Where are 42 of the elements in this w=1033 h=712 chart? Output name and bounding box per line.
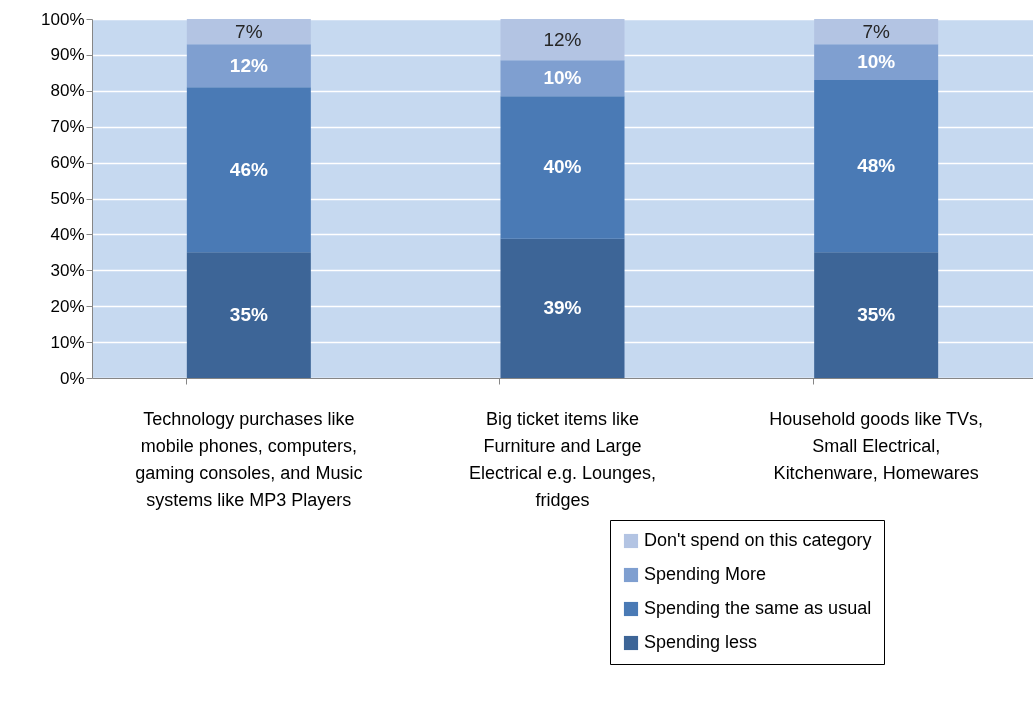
bar — [186, 87, 311, 253]
data-label: 46% — [229, 158, 268, 180]
data-label: 10% — [857, 51, 896, 73]
y-tick-label: 70% — [50, 117, 85, 137]
legend-label: Spending less — [644, 632, 758, 652]
data-label: 35% — [229, 304, 268, 326]
data-label: 10% — [543, 67, 582, 89]
y-tick-label: 80% — [50, 81, 85, 101]
bar — [500, 96, 625, 239]
bar — [814, 19, 939, 45]
y-tick-label: 100% — [41, 9, 85, 29]
data-label: 48% — [857, 155, 896, 177]
data-label: 35% — [857, 304, 896, 326]
bar — [814, 80, 939, 253]
y-tick-label: 50% — [50, 189, 85, 208]
bar — [186, 252, 311, 378]
legend-label: Spending the same as usual — [644, 598, 872, 618]
y-tick-label: 20% — [50, 296, 85, 316]
x-tick-label: Big ticket items like Furniture and Large Electrical e.g. Lounges, fridges — [468, 408, 657, 510]
y-tick-label: 40% — [50, 224, 85, 244]
data-label: 12% — [543, 28, 582, 50]
x-tick-label: Technology purchases like mobile phones, computers, gaming consoles, and Music systems like MP3 Players — [135, 408, 363, 510]
y-tick-label: 90% — [50, 45, 85, 65]
legend-label: Don't spend on this category — [644, 530, 872, 550]
x-tick-label: Household goods like TVs, Small Electrical, Kitchenware, Homewares — [769, 408, 984, 483]
bar — [186, 19, 311, 45]
y-tick-label: 60% — [50, 153, 85, 173]
data-label: 39% — [543, 297, 582, 319]
bar — [500, 19, 625, 61]
y-tick-label: 0% — [59, 368, 85, 388]
bar — [186, 44, 311, 88]
bar — [814, 252, 939, 378]
y-tick-label: 30% — [50, 260, 85, 280]
legend-label: Spending More — [644, 564, 767, 584]
bar — [814, 44, 939, 81]
data-label: 7% — [862, 20, 890, 42]
data-label: 12% — [229, 54, 268, 76]
bar — [500, 238, 625, 378]
bar — [500, 60, 625, 97]
y-tick-label: 10% — [50, 332, 85, 352]
data-label: 7% — [235, 20, 263, 42]
data-label: 40% — [543, 156, 582, 178]
